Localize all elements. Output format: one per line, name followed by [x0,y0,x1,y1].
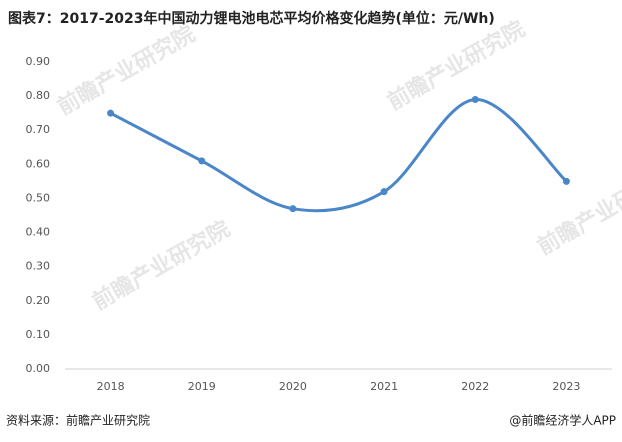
y-tick-label: 0.70 [26,123,51,136]
x-tick-label: 2020 [279,380,307,393]
watermark: 前瞻产业研究院 [383,16,529,116]
y-tick-label: 0.20 [26,294,51,307]
credit: @前瞻经济学人APP [509,413,616,428]
chart-title: 图表7：2017-2023年中国动力锂电池电芯平均价格变化趋势(单位：元/Wh) [8,10,495,27]
watermarks: 前瞻产业研究院 前瞻产业研究院 前瞻产业研究院 前瞻产业研究院 [53,16,622,316]
y-tick-label: 0.60 [26,157,51,170]
point [107,109,115,117]
point [562,177,570,185]
source: 资料来源：前瞻产业研究院 [6,413,150,428]
watermark: 前瞻产业研究院 [533,161,622,261]
y-tick-label: 0.30 [26,260,51,273]
x-tick-label: 2023 [552,380,580,393]
point [198,157,206,165]
y-tick-label: 0.90 [26,55,51,68]
y-tick-label: 0.40 [26,226,51,239]
series-line [109,98,568,213]
y-tick-label: 0.10 [26,328,51,341]
point [471,96,479,104]
y-tick-label: 0.80 [26,89,51,102]
x-tick-label: 2018 [97,380,125,393]
y-tick-label: 0.00 [26,362,51,375]
x-tick-label: 2019 [188,380,216,393]
x-tick-label: 2022 [461,380,489,393]
point [289,205,297,213]
x-tick-label: 2021 [370,380,398,393]
watermark: 前瞻产业研究院 [53,21,199,121]
watermark: 前瞻产业研究院 [88,216,234,316]
y-tick-label: 0.50 [26,191,51,204]
point [380,188,388,196]
